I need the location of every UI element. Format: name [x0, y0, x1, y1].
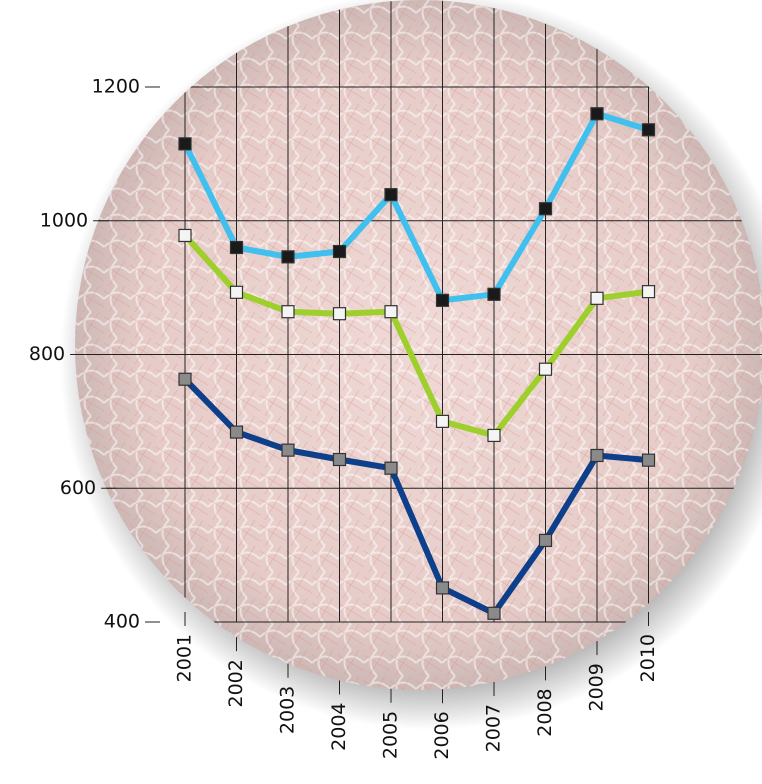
x-tick-label: 2003: [277, 686, 299, 734]
y-tick-label: 800: [29, 343, 65, 365]
data-point: [641, 285, 656, 299]
x-tick-label: 2001: [174, 634, 196, 682]
data-point: [332, 244, 347, 259]
data-point: [178, 228, 192, 243]
x-tick-label: 2009: [586, 663, 608, 711]
data-point: [435, 581, 450, 595]
y-tick-label: 1200: [92, 76, 140, 98]
series-line: [182, 233, 649, 439]
data-point: [332, 307, 347, 321]
data-point: [487, 606, 501, 620]
data-point: [641, 123, 656, 137]
x-tick-label: 2002: [225, 659, 247, 707]
y-tick-label: 600: [60, 477, 96, 499]
data-point: [641, 453, 656, 467]
data-point: [538, 533, 553, 548]
data-point: [281, 443, 295, 457]
data-point: [538, 362, 553, 376]
y-tick-label: 1000: [40, 209, 88, 231]
y-tick-label: 400: [104, 611, 140, 633]
data-point: [590, 107, 604, 121]
x-tick-label: 2006: [431, 711, 453, 759]
data-point: [590, 448, 604, 463]
data-point: [590, 291, 604, 305]
data-point: [487, 287, 501, 301]
net-texture: [75, 0, 762, 690]
data-point: [384, 188, 398, 202]
data-point: [178, 137, 192, 151]
data-point: [229, 285, 244, 299]
x-tick-label: 2008: [534, 688, 556, 736]
data-point: [538, 202, 553, 216]
data-point: [281, 250, 295, 264]
data-point: [384, 461, 398, 475]
x-tick-label: 2007: [483, 704, 505, 752]
data-point: [178, 372, 192, 386]
data-point: [229, 425, 244, 439]
series-line: [182, 377, 649, 617]
data-point: [435, 414, 450, 428]
x-tick-label: 2004: [328, 702, 350, 750]
x-tick-label: 2005: [380, 711, 402, 759]
data-point: [487, 428, 501, 443]
data-point: [229, 240, 244, 255]
x-tick-label: 2010: [637, 634, 659, 682]
data-point: [332, 452, 347, 467]
data-point: [281, 305, 295, 319]
data-point: [435, 293, 450, 307]
series-line: [182, 110, 650, 304]
data-point: [384, 305, 398, 319]
